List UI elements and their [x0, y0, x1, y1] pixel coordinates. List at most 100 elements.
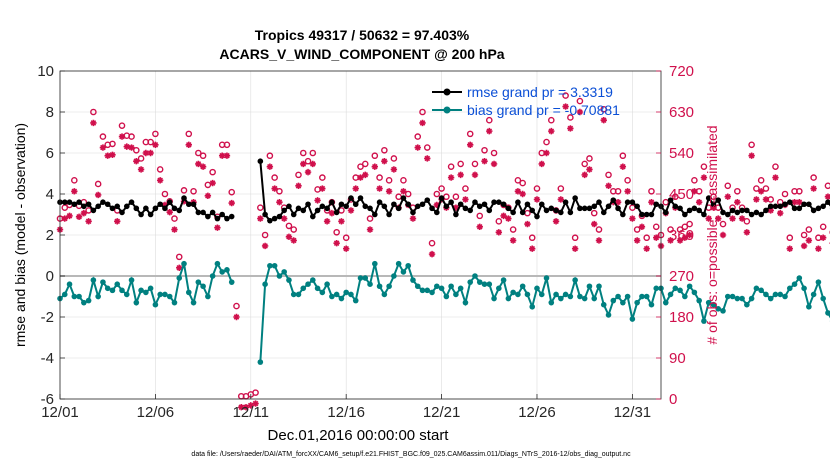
rmse-point: [510, 210, 516, 216]
obs-assimilated-point: [348, 207, 354, 213]
bias-point: [596, 283, 602, 289]
bias-point: [486, 281, 492, 287]
bias-point: [277, 273, 283, 279]
rmse-point: [649, 212, 655, 218]
obs-assimilated-point: [367, 226, 373, 232]
bias-point: [362, 275, 368, 281]
bias-point: [429, 290, 435, 296]
bias-point: [797, 275, 803, 281]
bias-point: [544, 275, 550, 281]
bias-point: [572, 277, 578, 283]
rmse-point: [696, 208, 702, 214]
bias-point: [806, 304, 812, 310]
rmse-point: [630, 199, 636, 205]
bias-point: [262, 281, 268, 287]
bias-point: [229, 279, 235, 285]
obs-assimilated-point: [567, 125, 573, 131]
bias-point: [105, 286, 111, 292]
rmse-point: [797, 206, 803, 212]
obs-assimilated-point: [472, 172, 478, 178]
obs-assimilated-point: [209, 180, 215, 186]
bias-point: [510, 290, 516, 296]
rmse-point: [677, 206, 683, 212]
bias-point: [439, 286, 445, 292]
y-right-tick-label: 720: [669, 63, 694, 80]
rmse-point: [281, 208, 287, 214]
bias-point: [725, 294, 731, 300]
bias-point: [367, 281, 373, 287]
bias-point: [339, 296, 345, 302]
bias-point: [334, 292, 340, 298]
y-left-tick-label: -2: [41, 309, 54, 326]
x-tick-label: 12/26: [518, 404, 556, 421]
bias-point: [477, 279, 483, 285]
obs-assimilated-point: [586, 166, 592, 172]
rmse-point: [267, 218, 273, 224]
x-tick-label: 12/21: [423, 404, 461, 421]
rmse-point: [81, 204, 87, 210]
rmse-point: [801, 201, 807, 207]
bias-point: [358, 275, 364, 281]
bias-point: [801, 286, 807, 292]
bias-point: [72, 294, 78, 300]
rmse-point: [486, 208, 492, 214]
y-right-tick-label: 90: [669, 350, 686, 367]
y-left-tick-label: 2: [46, 227, 54, 244]
rmse-point: [320, 204, 326, 210]
bias-point: [787, 286, 793, 292]
bias-point: [320, 290, 326, 296]
bias-point: [76, 294, 82, 300]
bias-point: [777, 292, 783, 298]
obs-assimilated-point: [787, 245, 793, 251]
bias-point: [153, 302, 159, 308]
rmse-point: [157, 201, 163, 207]
rmse-point: [382, 204, 388, 210]
bias-point: [448, 283, 454, 289]
obs-assimilated-point: [543, 150, 549, 156]
rmse-point: [520, 210, 526, 216]
bias-point: [649, 302, 655, 308]
bias-point: [291, 292, 297, 298]
rmse-point: [229, 214, 235, 220]
bias-point: [205, 294, 211, 300]
obs-assimilated-point: [744, 229, 750, 235]
rmse-point: [501, 201, 507, 207]
bias-point: [258, 359, 264, 365]
bias-point: [625, 294, 631, 300]
legend-rmse-marker: [444, 89, 451, 96]
rmse-point: [568, 210, 574, 216]
rmse-point: [601, 210, 607, 216]
y-right-tick-label: 540: [669, 145, 694, 162]
footnote: data file: /Users/raeder/DAI/ATM_forcXX/…: [191, 451, 631, 458]
obs-assimilated-point: [596, 237, 602, 243]
obs-assimilated-point: [214, 225, 220, 231]
bias-point: [91, 277, 97, 283]
bias-point: [281, 269, 287, 275]
bias-point: [138, 288, 144, 294]
rmse-point: [434, 210, 440, 216]
obs-assimilated-point: [124, 143, 130, 149]
bias-point: [773, 292, 779, 298]
bias-point: [768, 296, 774, 302]
rmse-point: [186, 201, 192, 207]
rmse-point: [143, 206, 149, 212]
rmse-point: [172, 206, 178, 212]
y-right-tick-label: 0: [669, 391, 677, 408]
obs-assimilated-point: [119, 133, 125, 139]
bias-point: [529, 304, 535, 310]
bias-point: [353, 298, 359, 304]
obs-assimilated-point: [748, 153, 754, 159]
bias-point: [405, 263, 411, 269]
rmse-point: [358, 195, 364, 201]
bias-point: [749, 296, 755, 302]
bias-point: [148, 286, 154, 292]
rmse-point: [663, 210, 669, 216]
obs-assimilated-point: [424, 155, 430, 161]
rmse-point: [205, 214, 211, 220]
bias-point: [372, 261, 378, 267]
rmse-point: [692, 206, 698, 212]
bias-point: [343, 290, 349, 296]
rmse-point: [148, 212, 154, 218]
rmse-point: [558, 210, 564, 216]
bias-point: [420, 288, 426, 294]
